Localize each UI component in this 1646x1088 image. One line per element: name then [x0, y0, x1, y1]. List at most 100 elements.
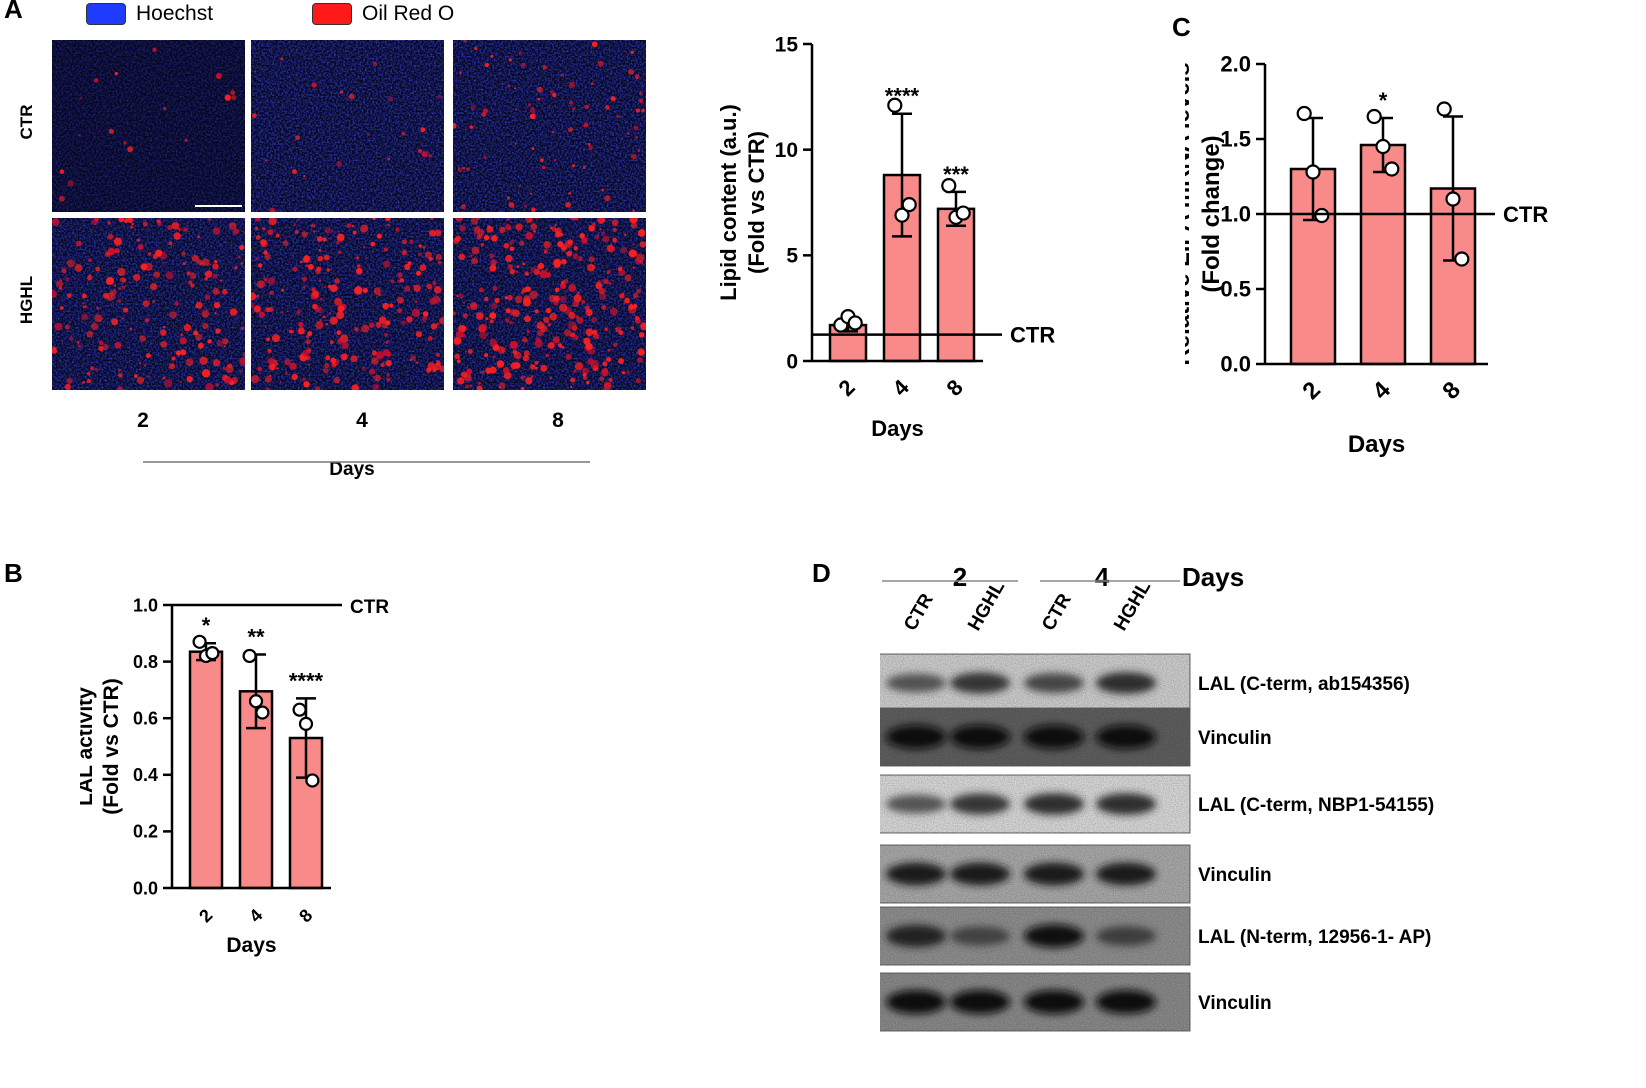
blot-band — [1024, 990, 1084, 1014]
ctr-reference-label: CTR — [350, 597, 389, 618]
panel-label-c: C — [1172, 12, 1191, 42]
x-axis-label: Days — [1348, 431, 1405, 458]
bar-day-2 — [188, 650, 224, 890]
bar-day-8 — [936, 207, 976, 363]
data-point — [955, 205, 971, 221]
y-tick-label: 0 — [786, 350, 798, 373]
data-point — [941, 177, 957, 194]
data-point — [1436, 101, 1452, 117]
x-tick-label: 8 — [1437, 376, 1466, 405]
lipa-mrna-chart: 2 * 4 8 0.0 0.5 1.0 1.5 2.0 CTR Days Relative LIPA … — [1185, 52, 1548, 458]
blot-band — [886, 794, 946, 814]
micrograph-hghl-day-4 — [251, 218, 444, 390]
y-axis-label-line2: (Fold change) — [1198, 135, 1225, 292]
data-point — [1445, 191, 1461, 207]
data-point — [1296, 105, 1312, 122]
blot-band — [1024, 924, 1084, 948]
significance-label: ** — [247, 625, 265, 650]
ctr-reference-label: CTR — [1503, 202, 1548, 227]
blot-strip — [880, 653, 1191, 713]
data-point — [1454, 251, 1470, 267]
row-label-ctr: CTR — [17, 105, 36, 140]
blot-label: LAL (N-term, 12956-1- AP) — [1198, 927, 1431, 948]
legend-oil-red-swatch — [312, 3, 352, 25]
y-tick-label: 0.5 — [1220, 277, 1251, 302]
lane-label-hghl: HGHL — [1110, 577, 1155, 634]
blot-label: Vinculin — [1198, 865, 1272, 886]
micrograph-ctr-day-2 — [52, 40, 245, 212]
micrograph-day-label: 4 — [356, 409, 368, 432]
x-tick-label: 8 — [942, 375, 968, 401]
blot-band — [950, 793, 1010, 815]
micrograph-ctr-day-4 — [251, 40, 444, 212]
lane-label-hghl: HGHL — [964, 577, 1009, 634]
y-tick-label: 1.0 — [1220, 202, 1251, 227]
data-point — [1314, 207, 1330, 224]
blot-band — [886, 924, 946, 948]
x-axis-label: Days — [226, 934, 276, 957]
y-tick-label: 0.0 — [1220, 352, 1251, 377]
y-tick-label: 5 — [786, 245, 798, 268]
bar-day-4 — [238, 690, 274, 890]
panel-label-b: B — [4, 558, 23, 588]
micrograph-hghl-day-2 — [52, 218, 245, 390]
blot-band — [1096, 725, 1156, 749]
x-tick-label: 2 — [195, 905, 216, 926]
row-label-hghl: HGHL — [17, 276, 36, 324]
x-tick-label: 8 — [295, 905, 316, 926]
micrograph-hghl-day-8 — [453, 218, 646, 390]
x-tick-label: 4 — [1367, 376, 1396, 405]
y-tick-label: 0.6 — [133, 709, 158, 729]
y-tick-label: 15 — [775, 33, 799, 56]
data-point — [887, 97, 903, 113]
blot-band — [1096, 862, 1156, 886]
blot-band — [1096, 990, 1156, 1014]
blot-label: LAL (C-term, NBP1-54155) — [1198, 795, 1434, 816]
blot-strip — [880, 707, 1191, 767]
blot-day-label: 4 — [1095, 562, 1110, 592]
blot-band — [950, 990, 1010, 1014]
blot-day-label: 2 — [953, 562, 967, 592]
y-tick-label: 0.4 — [133, 765, 158, 785]
lipid-content-chart: 2 **** 4 *** 8 0 5 10 15 CTR Days Lipid content (a.… — [720, 33, 1055, 441]
micrograph-ctr-day-8 — [453, 40, 646, 212]
blot-band — [950, 926, 1010, 946]
legend-hoechst-swatch — [86, 3, 126, 25]
bar-day-4 — [1359, 143, 1407, 366]
blot-band — [1096, 793, 1156, 815]
significance-label: * — [1379, 88, 1388, 113]
blot-band — [950, 672, 1010, 694]
y-tick-label: 1.5 — [1220, 127, 1251, 152]
x-tick-label: 2 — [1297, 376, 1326, 405]
legend-hoechst-label: Hoechst — [136, 2, 214, 25]
y-tick-label: 1.0 — [133, 595, 158, 615]
blot-label: Vinculin — [1198, 993, 1272, 1014]
y-tick-label: 0.0 — [133, 878, 158, 898]
blot-band — [950, 862, 1010, 886]
blot-band — [1024, 725, 1084, 749]
data-point — [1366, 108, 1382, 125]
blot-band — [886, 990, 946, 1014]
y-axis-label-line2: (Fold vs CTR) — [100, 678, 123, 815]
micrograph-day-label: 2 — [137, 409, 149, 432]
blot-band — [1096, 672, 1156, 694]
panel-label-d: D — [812, 558, 831, 588]
data-point — [847, 315, 863, 331]
western-blot-panel: 2 4 Days CTR HGHL CTR HGHL LAL (C-term, ab15435… — [880, 562, 1434, 1032]
blot-band — [886, 725, 946, 749]
legend-hoechst: Hoechst — [86, 2, 213, 26]
y-tick-label: 10 — [775, 139, 798, 162]
blot-label: Vinculin — [1198, 728, 1272, 749]
data-point — [894, 207, 910, 223]
y-tick-label: 0.2 — [133, 822, 158, 842]
data-point — [248, 694, 264, 709]
blot-band — [1024, 793, 1084, 815]
data-point — [1384, 161, 1400, 177]
lane-label-ctr: CTR — [900, 590, 938, 635]
x-tick-label: 4 — [245, 905, 266, 926]
ctr-reference-label: CTR — [1010, 323, 1055, 348]
y-tick-label: 0.8 — [133, 652, 158, 672]
blot-label: LAL (C-term, ab154356) — [1198, 674, 1410, 695]
y-axis-label-line2: (Fold vs CTR) — [744, 131, 769, 274]
blot-band — [950, 725, 1010, 749]
